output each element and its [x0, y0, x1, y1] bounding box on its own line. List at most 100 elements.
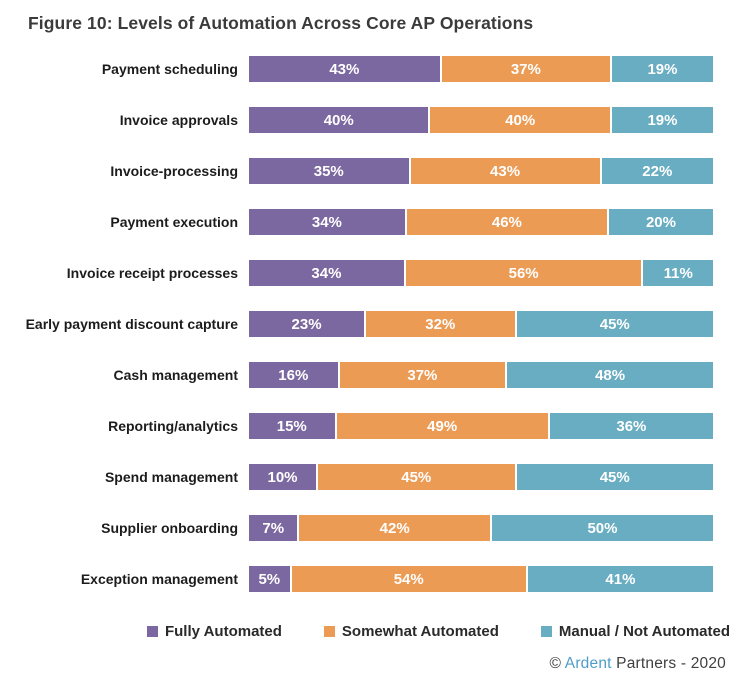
category-label: Early payment discount capture [25, 316, 238, 332]
legend-label: Fully Automated [164, 623, 282, 640]
segment-value-label: 20% [645, 213, 676, 231]
stacked-bar: 5% 54% 41% [249, 566, 713, 592]
bar-segment-somewhat-automated: 43% [408, 158, 600, 184]
stacked-bar: 35% 43% 22% [249, 158, 713, 184]
segment-value-label: 16% [278, 366, 309, 384]
segment-value-label: 56% [508, 264, 539, 282]
segment-value-label: 34% [311, 264, 342, 282]
segment-value-label: 22% [642, 162, 673, 180]
bar-segment-manual-not-automated: 45% [514, 311, 713, 337]
legend-swatch-icon [146, 626, 158, 637]
legend-swatch-icon [540, 626, 552, 637]
legend-item-somewhat-automated: Somewhat Automated [323, 623, 499, 640]
bar-segment-somewhat-automated: 56% [403, 260, 642, 286]
segment-value-label: 40% [505, 111, 536, 129]
legend-item-manual-not-automated: Manual / Not Automated [540, 623, 730, 640]
bar-segment-fully-automated: 34% [249, 209, 405, 235]
bar-segment-fully-automated: 7% [249, 515, 298, 541]
bar-segment-manual-not-automated: 19% [609, 56, 713, 82]
legend-label: Manual / Not Automated [558, 623, 730, 640]
segment-value-label: 41% [605, 570, 636, 588]
category-label: Spend management [104, 469, 238, 485]
chart-row-early-payment-discount-capture: Early payment discount capture 23% 32% 45% [0, 311, 738, 337]
segment-value-label: 37% [510, 60, 541, 78]
category-label: Payment scheduling [101, 61, 238, 77]
legend-item-fully-automated: Fully Automated [146, 623, 282, 640]
segment-value-label: 37% [407, 366, 438, 384]
segment-value-label: 34% [311, 213, 342, 231]
bar-segment-somewhat-automated: 32% [364, 311, 515, 337]
legend-swatch-icon [323, 626, 335, 637]
bar-segment-manual-not-automated: 50% [489, 515, 713, 541]
bar-segment-somewhat-automated: 37% [337, 362, 506, 388]
segment-value-label: 50% [587, 519, 618, 537]
segment-value-label: 32% [425, 315, 456, 333]
chart-row-cash-management: Cash management 16% 37% 48% [0, 362, 738, 388]
bar-segment-somewhat-automated: 54% [289, 566, 526, 592]
bar-segment-fully-automated: 23% [249, 311, 365, 337]
stacked-bar: 7% 42% 50% [249, 515, 713, 541]
bar-segment-manual-not-automated: 19% [609, 107, 713, 133]
legend-label: Somewhat Automated [341, 623, 499, 640]
bar-segment-fully-automated: 10% [249, 464, 317, 490]
segment-value-label: 36% [616, 417, 647, 435]
category-label: Invoice-processing [110, 163, 238, 179]
segment-value-label: 45% [599, 468, 630, 486]
chart-row-invoice-processing: Invoice-processing 35% 43% 22% [0, 158, 738, 184]
bar-segment-somewhat-automated: 46% [404, 209, 607, 235]
chart-row-spend-management: Spend management 10% 45% 45% [0, 464, 738, 490]
copyright-rest: Partners - 2020 [611, 655, 726, 672]
bar-segment-manual-not-automated: 36% [547, 413, 713, 439]
category-label: Exception management [80, 571, 238, 587]
copyright-symbol: © [549, 655, 562, 672]
bar-segment-fully-automated: 35% [249, 158, 409, 184]
segment-value-label: 43% [490, 162, 521, 180]
segment-value-label: 11% [663, 264, 693, 282]
segment-value-label: 10% [267, 468, 298, 486]
stacked-bar: 15% 49% 36% [249, 413, 713, 439]
bar-segment-manual-not-automated: 22% [599, 158, 713, 184]
category-label: Cash management [113, 367, 238, 383]
segment-value-label: 7% [262, 519, 285, 537]
stacked-bar: 10% 45% 45% [249, 464, 713, 490]
legend: Fully Automated Somewhat Automated Manual … [0, 623, 738, 640]
bar-segment-fully-automated: 5% [249, 566, 290, 592]
category-label: Invoice approvals [119, 112, 238, 128]
chart-rows: Payment scheduling 43% 37% 19% Invoice appro… [0, 56, 738, 592]
stacked-bar: 23% 32% 45% [249, 311, 713, 337]
bar-segment-manual-not-automated: 48% [505, 362, 713, 388]
bar-segment-somewhat-automated: 37% [439, 56, 610, 82]
chart-title: Figure 10: Levels of Automation Across C… [28, 13, 534, 33]
stacked-bar: 34% 56% 11% [249, 260, 713, 286]
chart-row-payment-scheduling: Payment scheduling 43% 37% 19% [0, 56, 738, 82]
segment-value-label: 48% [595, 366, 626, 384]
segment-value-label: 19% [647, 111, 678, 129]
chart-row-exception-management: Exception management 5% 54% 41% [0, 566, 738, 592]
category-label: Supplier onboarding [101, 520, 238, 536]
bar-segment-manual-not-automated: 45% [514, 464, 713, 490]
chart-row-reporting-analytics: Reporting/analytics 15% 49% 36% [0, 413, 738, 439]
segment-value-label: 49% [427, 417, 458, 435]
bar-segment-somewhat-automated: 49% [334, 413, 548, 439]
bar-segment-somewhat-automated: 40% [428, 107, 610, 133]
segment-value-label: 42% [379, 519, 410, 537]
segment-value-label: 23% [291, 315, 322, 333]
bar-segment-fully-automated: 15% [249, 413, 335, 439]
chart-row-payment-execution: Payment execution 34% 46% 20% [0, 209, 738, 235]
segment-value-label: 43% [329, 60, 360, 78]
segment-value-label: 45% [599, 315, 630, 333]
segment-value-label: 45% [401, 468, 432, 486]
segment-value-label: 54% [393, 570, 424, 588]
stacked-bar: 16% 37% 48% [249, 362, 713, 388]
chart-row-invoice-receipt-processes: Invoice receipt processes 34% 56% 11% [0, 260, 738, 286]
segment-value-label: 40% [323, 111, 354, 129]
stacked-bar: 40% 40% 19% [249, 107, 713, 133]
brand-name: Ardent [564, 655, 612, 672]
bar-segment-manual-not-automated: 20% [606, 209, 713, 235]
stacked-bar: 43% 37% 19% [249, 56, 713, 82]
bar-segment-somewhat-automated: 45% [316, 464, 515, 490]
bar-segment-manual-not-automated: 41% [525, 566, 713, 592]
chart-row-supplier-onboarding: Supplier onboarding 7% 42% 50% [0, 515, 738, 541]
segment-value-label: 15% [276, 417, 307, 435]
